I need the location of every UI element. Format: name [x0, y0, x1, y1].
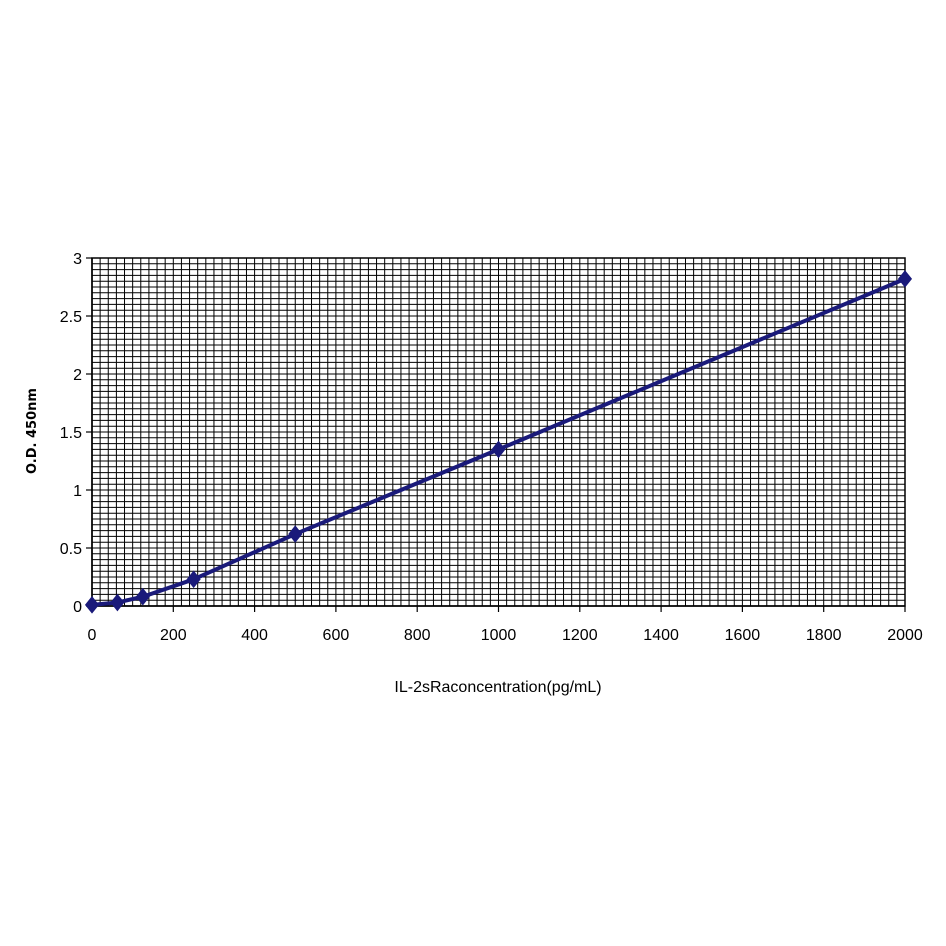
data-point-marker	[897, 270, 913, 288]
x-tick-label: 1200	[562, 627, 598, 644]
y-tick-label: 0.5	[60, 541, 82, 558]
x-tick-label: 0	[88, 627, 97, 644]
y-tick-label: 2	[73, 367, 82, 384]
x-tick-label: 1600	[725, 627, 761, 644]
y-tick-label: 2.5	[60, 309, 82, 326]
x-tick-label: 1000	[481, 627, 517, 644]
x-tick-label: 2000	[887, 627, 923, 644]
y-tick-label: 3	[73, 251, 82, 268]
axes	[86, 257, 906, 612]
y-tick-label: 1.5	[60, 425, 82, 442]
x-axis-tick-labels: 0 200 400 600 800 1000 1200 1400 1600 1800 2000	[88, 627, 923, 644]
data-point-marker	[110, 593, 125, 612]
data-point-marker	[135, 587, 150, 606]
x-tick-label: 1400	[643, 627, 679, 644]
y-tick-label: 0	[73, 599, 82, 616]
x-axis-title: IL-2sRaconcentration(pg/mL)	[394, 679, 601, 696]
data-point-marker	[288, 525, 303, 543]
x-tick-label: 1800	[806, 627, 842, 644]
x-tick-label: 400	[241, 627, 268, 644]
y-tick-label: 1	[73, 483, 82, 500]
x-tick-label: 200	[160, 627, 187, 644]
y-axis-tick-labels: 0 0.5 1 1.5 2 2.5 3	[60, 251, 82, 616]
data-point-marker	[491, 440, 506, 459]
data-point-marker	[84, 596, 100, 614]
y-axis-title: O.D. 450nm	[25, 388, 40, 474]
data-series	[84, 270, 913, 614]
grid-lines	[91, 257, 906, 607]
x-tick-label: 600	[323, 627, 350, 644]
data-point-marker	[186, 570, 201, 589]
x-tick-label: 800	[404, 627, 431, 644]
